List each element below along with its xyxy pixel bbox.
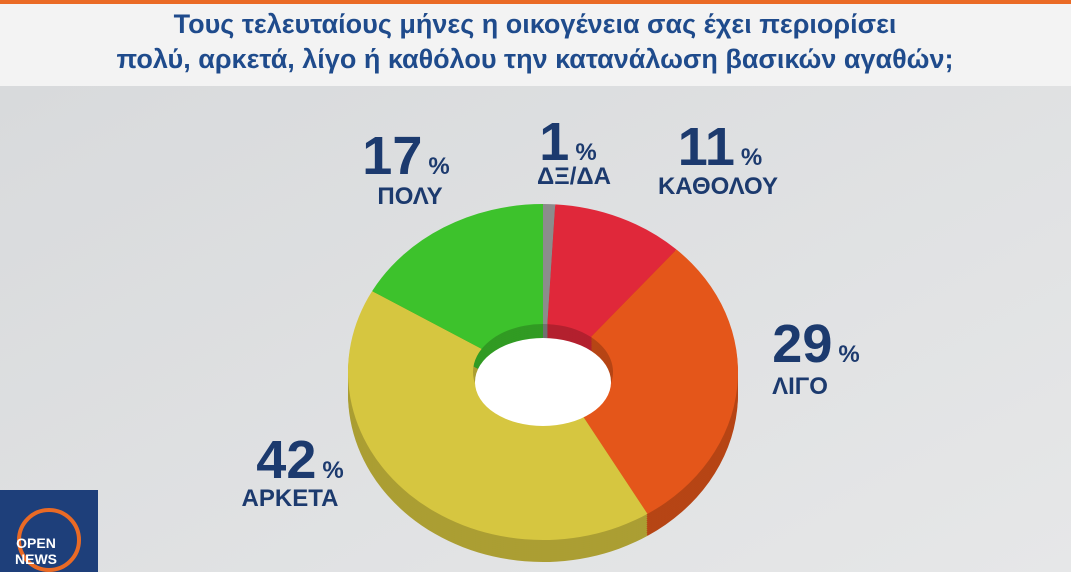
logo-text: OPEN	[16, 535, 56, 551]
value-label: 11%	[678, 117, 762, 177]
slice	[580, 249, 738, 514]
slice	[348, 291, 648, 540]
slice	[543, 204, 556, 325]
value-label: 29%	[772, 314, 859, 374]
value-number: 11	[678, 117, 735, 177]
chart-title: Τους τελευταίους μήνες η οικογένεια σας …	[174, 9, 897, 39]
slice	[547, 204, 677, 338]
category-label: ΠΟΛΥ	[377, 183, 442, 210]
value-label: 42%	[256, 430, 343, 490]
logo-text: NEWS	[15, 551, 57, 567]
chart-title: πολύ, αρκετά, λίγο ή καθόλου την κατανάλ…	[116, 44, 953, 74]
value-number: 17	[362, 126, 422, 186]
value-unit: %	[322, 457, 343, 484]
value-label: 17%	[362, 126, 449, 186]
category-label: ΛΙΓΟ	[772, 373, 828, 400]
logo-box	[0, 490, 98, 572]
category-label: ΑΡΚΕΤΑ	[242, 485, 339, 512]
logo-ring	[17, 508, 81, 572]
donut-hole	[475, 338, 611, 426]
title-accent	[0, 0, 1071, 4]
category-label: ΚΑΘΟΛΟΥ	[658, 173, 778, 200]
value-unit: %	[838, 341, 859, 368]
value-number: 1	[539, 112, 569, 172]
category-label: ΔΞ/ΔΑ	[537, 163, 611, 190]
value-label: 1%	[539, 112, 596, 172]
value-unit: %	[428, 153, 449, 180]
slice	[372, 204, 543, 349]
value-number: 29	[772, 314, 832, 374]
value-unit: %	[741, 144, 762, 171]
value-number: 42	[256, 430, 316, 490]
title-band	[0, 0, 1071, 86]
value-unit: %	[575, 139, 596, 166]
